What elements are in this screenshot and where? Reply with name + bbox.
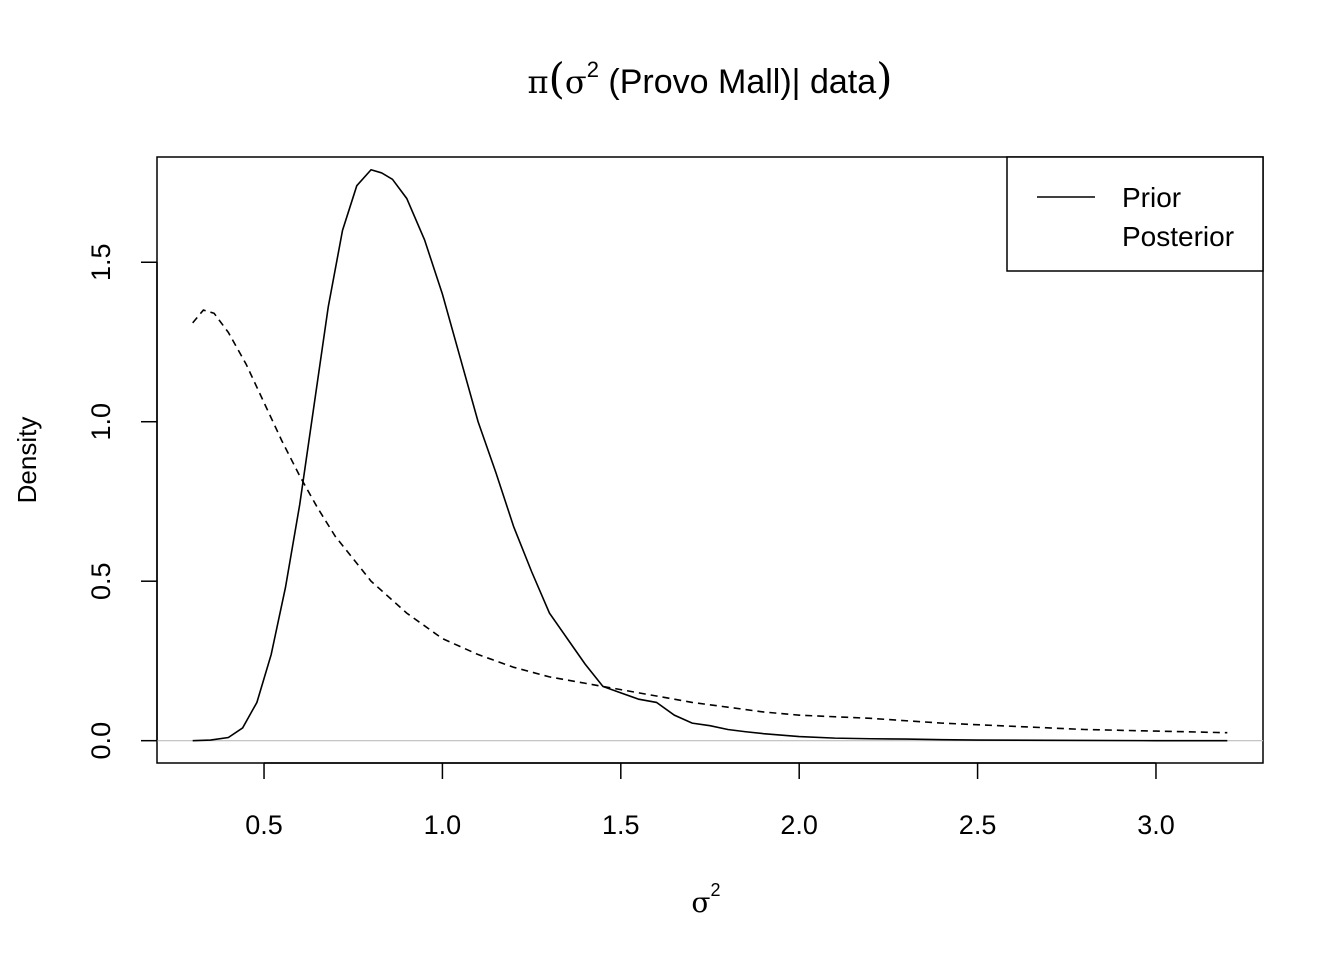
series-solid-line — [192, 168, 1228, 742]
x-tick-label: 1.5 — [602, 810, 640, 840]
x-axis: 0.5 1.0 1.5 2.0 2.5 3.0 — [245, 762, 1175, 840]
y-axis: 0.0 0.5 1.0 1.5 — [86, 243, 158, 760]
title-pi: π — [527, 63, 548, 101]
y-axis-label: Density — [12, 417, 42, 504]
title-superscript: 2 — [587, 57, 599, 82]
x-tick-label: 1.0 — [424, 810, 462, 840]
title-open-paren: ( — [549, 54, 565, 103]
x-tick-label: 2.5 — [959, 810, 997, 840]
title-sigma: σ — [565, 63, 587, 101]
x-axis-label-superscript: 2 — [711, 880, 721, 900]
legend-label-prior: Prior — [1122, 182, 1181, 213]
x-axis-label-sigma: σ — [691, 886, 710, 919]
chart-title: π(σ2 (Provo Mall)| data) — [527, 54, 892, 103]
y-tick-label: 0.5 — [86, 562, 116, 600]
x-tick-label: 3.0 — [1137, 810, 1175, 840]
x-axis-label: σ2 — [691, 880, 720, 919]
title-text: (Provo Mall)| data — [599, 63, 876, 101]
title-close-paren: ) — [876, 54, 892, 103]
legend-box — [1006, 156, 1264, 272]
y-tick-label: 1.5 — [86, 243, 116, 281]
legend: Prior Posterior — [1006, 156, 1264, 272]
legend-label-posterior: Posterior — [1122, 221, 1234, 252]
y-tick-label: 1.0 — [86, 403, 116, 441]
series-dashed-line — [192, 309, 1228, 734]
x-tick-label: 0.5 — [245, 810, 283, 840]
y-tick-label: 0.0 — [86, 722, 116, 760]
x-tick-label: 2.0 — [780, 810, 818, 840]
